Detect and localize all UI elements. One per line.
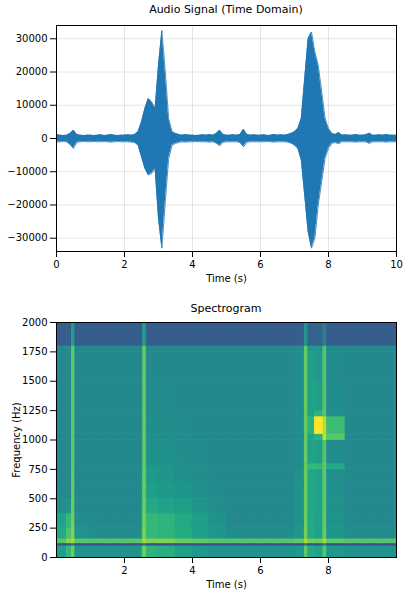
svg-text:2: 2: [121, 565, 127, 576]
svg-text:10000: 10000: [16, 99, 48, 110]
svg-text:750: 750: [28, 464, 47, 475]
svg-text:20000: 20000: [16, 66, 48, 77]
svg-text:0: 0: [41, 133, 47, 144]
html-text:Spectrogram: Spectrogram: [190, 302, 262, 315]
svg-text:0: 0: [53, 259, 59, 270]
html-text:Audio Signal (Time Domain): Audio Signal (Time Domain): [149, 3, 303, 16]
svg-text:8: 8: [325, 565, 331, 576]
svg-text:2: 2: [121, 259, 127, 270]
svg-text:6: 6: [257, 259, 263, 270]
svg-text:0: 0: [41, 552, 47, 563]
svg-text:250: 250: [28, 522, 47, 533]
svg-text:10: 10: [390, 259, 403, 270]
svg-text:Frequency (Hz): Frequency (Hz): [11, 402, 22, 478]
svg-text:500: 500: [28, 493, 47, 504]
svg-text:4: 4: [189, 259, 195, 270]
svg-text:6: 6: [257, 565, 263, 576]
svg-text:4: 4: [189, 565, 195, 576]
svg-text:1250: 1250: [22, 405, 47, 416]
svg-text:2000: 2000: [22, 317, 47, 328]
svg-text:−10000: −10000: [7, 166, 47, 177]
svg-text:Time (s): Time (s): [205, 579, 247, 590]
svg-text:−20000: −20000: [7, 199, 47, 210]
svg-text:1000: 1000: [22, 434, 47, 445]
svg-text:1500: 1500: [22, 375, 47, 386]
svg-text:1750: 1750: [22, 346, 47, 357]
svg-text:30000: 30000: [16, 33, 48, 44]
svg-text:−30000: −30000: [7, 232, 47, 243]
svg-text:Time (s): Time (s): [205, 273, 247, 284]
svg-text:8: 8: [325, 259, 331, 270]
